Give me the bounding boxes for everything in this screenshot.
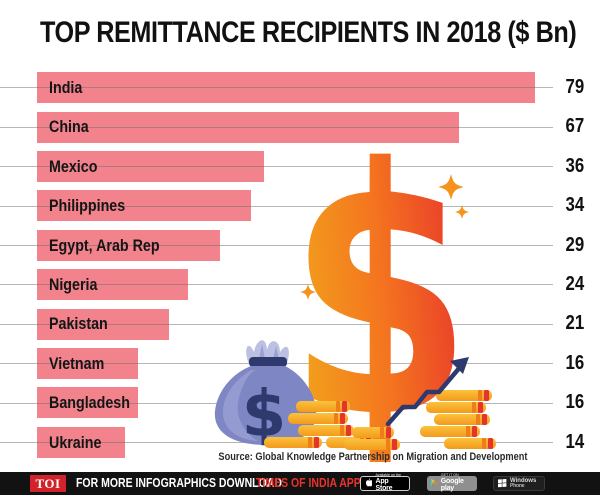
value-label: 34 xyxy=(565,194,584,217)
category-label: Ukraine xyxy=(49,432,102,452)
category-label: Mexico xyxy=(49,156,98,176)
gridline xyxy=(0,87,553,89)
chart-row: China 67 xyxy=(0,107,600,146)
category-label: Bangladesh xyxy=(49,393,130,413)
value-label: 21 xyxy=(565,312,584,335)
gridline xyxy=(0,244,553,246)
chart-row: Nigeria 24 xyxy=(0,265,600,304)
app-store-badge[interactable]: Available on the App Store xyxy=(360,474,410,492)
footer-bar: TOI FOR MORE INFOGRAPHICS DOWNLOAD TIMES… xyxy=(0,472,600,495)
source-text: Source: Global Knowledge Partnership on … xyxy=(217,451,528,463)
chart-row: Egypt, Arab Rep 29 xyxy=(0,226,600,265)
chart-title-text: TOP REMITTANCE RECIPIENTS IN 2018 ($ Bn) xyxy=(40,16,577,49)
chart-row: India 79 xyxy=(0,68,600,107)
category-label: Egypt, Arab Rep xyxy=(49,235,160,255)
gridline xyxy=(0,323,553,325)
footer-app-name: TIMES OF INDIA APP xyxy=(256,476,361,490)
gridline xyxy=(0,126,553,128)
category-label: Vietnam xyxy=(49,353,105,373)
bar-chart: India 79 China 67 Mexico 36 Philippines 34 Egypt… xyxy=(0,68,600,462)
category-label: Nigeria xyxy=(49,274,98,294)
category-label: Philippines xyxy=(49,196,126,216)
chart-row: Vietnam 16 xyxy=(0,344,600,383)
gridline xyxy=(0,205,553,207)
value-label: 36 xyxy=(565,154,584,177)
chart-row: Pakistan 21 xyxy=(0,304,600,343)
source-note: Source: Global Knowledge Partnership on … xyxy=(175,451,570,463)
category-label: China xyxy=(49,117,89,137)
windows-phone-badge[interactable]: Windows Phone xyxy=(493,475,545,491)
gridline xyxy=(0,284,553,286)
value-label: 29 xyxy=(565,233,584,256)
windows-icon xyxy=(498,478,507,487)
category-label: Pakistan xyxy=(49,314,108,334)
value-label: 67 xyxy=(565,115,584,138)
category-label: India xyxy=(49,78,83,97)
value-label: 16 xyxy=(565,391,584,414)
value-label: 16 xyxy=(565,351,584,374)
value-label: 14 xyxy=(565,430,584,453)
chart-row: Bangladesh 16 xyxy=(0,383,600,422)
chart-row: Mexico 36 xyxy=(0,147,600,186)
apple-icon xyxy=(365,478,373,487)
value-label: 24 xyxy=(565,272,584,295)
google-play-badge[interactable]: GET IT ON Google play xyxy=(427,474,477,492)
gridline xyxy=(0,166,553,168)
toi-logo: TOI xyxy=(30,475,66,492)
chart-title: TOP REMITTANCE RECIPIENTS IN 2018 ($ Bn) xyxy=(40,16,600,50)
chart-row: Philippines 34 xyxy=(0,186,600,225)
value-label: 79 xyxy=(565,76,584,98)
google-play-icon xyxy=(431,478,438,488)
footer-promo-text: FOR MORE INFOGRAPHICS DOWNLOAD xyxy=(76,476,282,490)
